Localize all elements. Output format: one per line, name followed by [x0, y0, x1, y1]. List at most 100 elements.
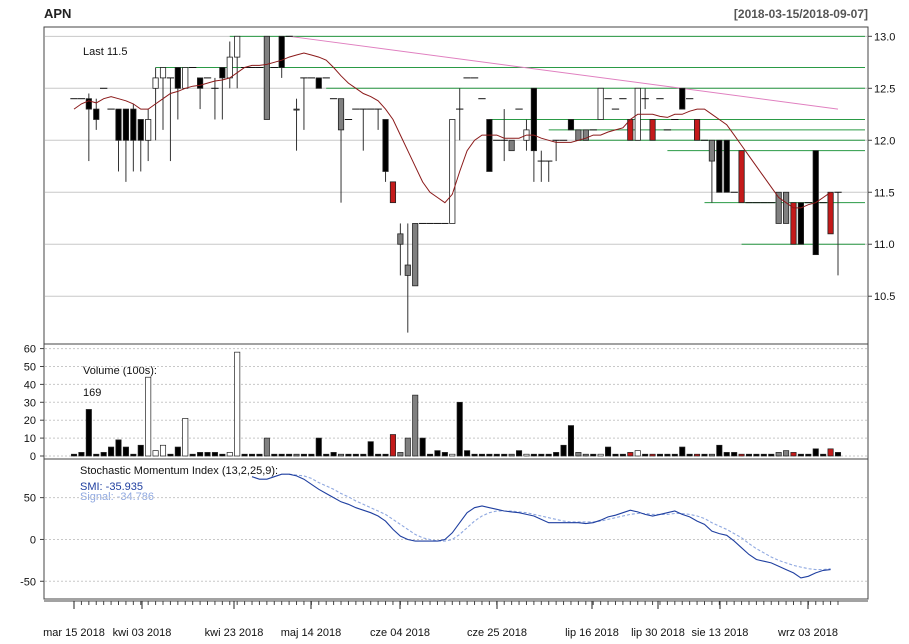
price-tick-label: 11.5 [874, 187, 895, 199]
price-candle [211, 77, 219, 120]
candle-body [219, 67, 226, 79]
price-candle [693, 119, 701, 141]
volume-bar [404, 437, 411, 457]
volume-bar [605, 446, 612, 457]
x-axis: mar 15 2018 kwi 03 2018 kwi 23 2018 maj 14 … [43, 600, 868, 639]
x-tick-label: mar 15 2018 [43, 627, 105, 639]
price-candle [449, 119, 456, 224]
price-candle [545, 160, 553, 182]
volume-bar [567, 425, 574, 457]
candle-body [137, 119, 144, 141]
candle-body [122, 108, 129, 141]
volume-bar [649, 453, 656, 457]
volume-bar [449, 453, 456, 457]
volume-bar [85, 409, 92, 457]
volume-tick-label: 60 [24, 344, 36, 356]
x-tick-label: wrz 03 2018 [777, 627, 838, 639]
x-tick-label: kwi 23 2018 [205, 627, 264, 639]
volume-bar [397, 452, 404, 457]
price-candle [627, 119, 634, 141]
price-candle [374, 108, 382, 130]
volume-bar [367, 441, 374, 457]
candle-body [397, 233, 404, 245]
candle-body [627, 119, 634, 141]
volume-bar [501, 453, 508, 457]
price-candle [790, 202, 797, 245]
volume-bar [248, 453, 256, 457]
price-candle [278, 35, 285, 78]
moving-average-line [73, 52, 831, 209]
price-candle [597, 87, 604, 120]
candle-body [337, 98, 345, 131]
candle-body [708, 139, 715, 162]
price-candle [166, 77, 175, 162]
volume-bar [234, 351, 241, 457]
volume-bar [197, 452, 204, 457]
volume-bar [434, 450, 441, 457]
price-candle [300, 77, 308, 130]
candle-body [716, 139, 723, 193]
volume-tick-label: 20 [24, 415, 36, 427]
price-candle [679, 87, 686, 110]
price-tick-label: 12.5 [874, 83, 895, 95]
volume-bar [582, 453, 589, 457]
price-candle [337, 98, 345, 203]
price-candle [293, 98, 300, 151]
price-candle [641, 88, 649, 110]
price-candle [723, 139, 730, 193]
price-candle [500, 109, 508, 162]
volume-bar [182, 418, 189, 457]
candle-body [775, 191, 782, 224]
volume-bar [642, 453, 649, 457]
volume-bar [286, 453, 293, 457]
volume-bar [115, 439, 122, 457]
volume-bar [145, 376, 152, 457]
candle-body [389, 181, 397, 204]
volume-bar [790, 452, 797, 457]
candle-body [315, 77, 322, 89]
price-candle [115, 108, 122, 172]
candle-body [790, 202, 797, 245]
price-candle [85, 93, 92, 162]
volume-bar [100, 452, 107, 457]
volume-bar [597, 453, 604, 457]
price-candle [174, 67, 181, 120]
price-candle [234, 35, 241, 89]
price-candle [412, 223, 419, 287]
volume-bar [219, 453, 226, 457]
volume-bar [834, 452, 842, 457]
price-candle [197, 77, 204, 110]
candle-body [145, 119, 152, 141]
signal-value-label: Signal: -34.786 [80, 491, 154, 503]
candle-body [723, 139, 730, 193]
volume-bar [189, 453, 196, 457]
candle-body [152, 77, 159, 89]
volume-bar [827, 448, 834, 457]
smi-tick-label: 50 [24, 493, 36, 505]
volume-bar [330, 452, 337, 457]
x-tick-label: lip 30 2018 [631, 627, 685, 639]
volume-bar [226, 452, 233, 457]
volume-tick-label: 0 [30, 451, 36, 463]
volume-bar [738, 453, 745, 457]
x-tick-label: maj 14 2018 [281, 627, 342, 639]
price-candle [219, 67, 226, 120]
volume-bar [768, 453, 775, 457]
price-candle [359, 108, 367, 151]
volume-bar [345, 453, 352, 457]
candle-body [567, 119, 575, 131]
volume-bar [627, 452, 634, 457]
volume-bar [538, 453, 545, 457]
smi-title: Stochastic Momentum Index (13,2,25,9): [80, 465, 278, 477]
price-candle [137, 119, 144, 172]
volume-bar [797, 453, 804, 457]
x-tick-label: sie 13 2018 [692, 627, 749, 639]
volume-bar [523, 453, 530, 457]
indicator-panel: Stochastic Momentum Index (13,2,25,9): S… [20, 458, 869, 600]
candle-body [412, 223, 419, 287]
indicator-panel-frame [43, 458, 869, 600]
volume-panel-frame [43, 343, 869, 460]
volume-bar [78, 452, 85, 457]
candle-body [783, 191, 790, 224]
price-candle [738, 150, 745, 204]
